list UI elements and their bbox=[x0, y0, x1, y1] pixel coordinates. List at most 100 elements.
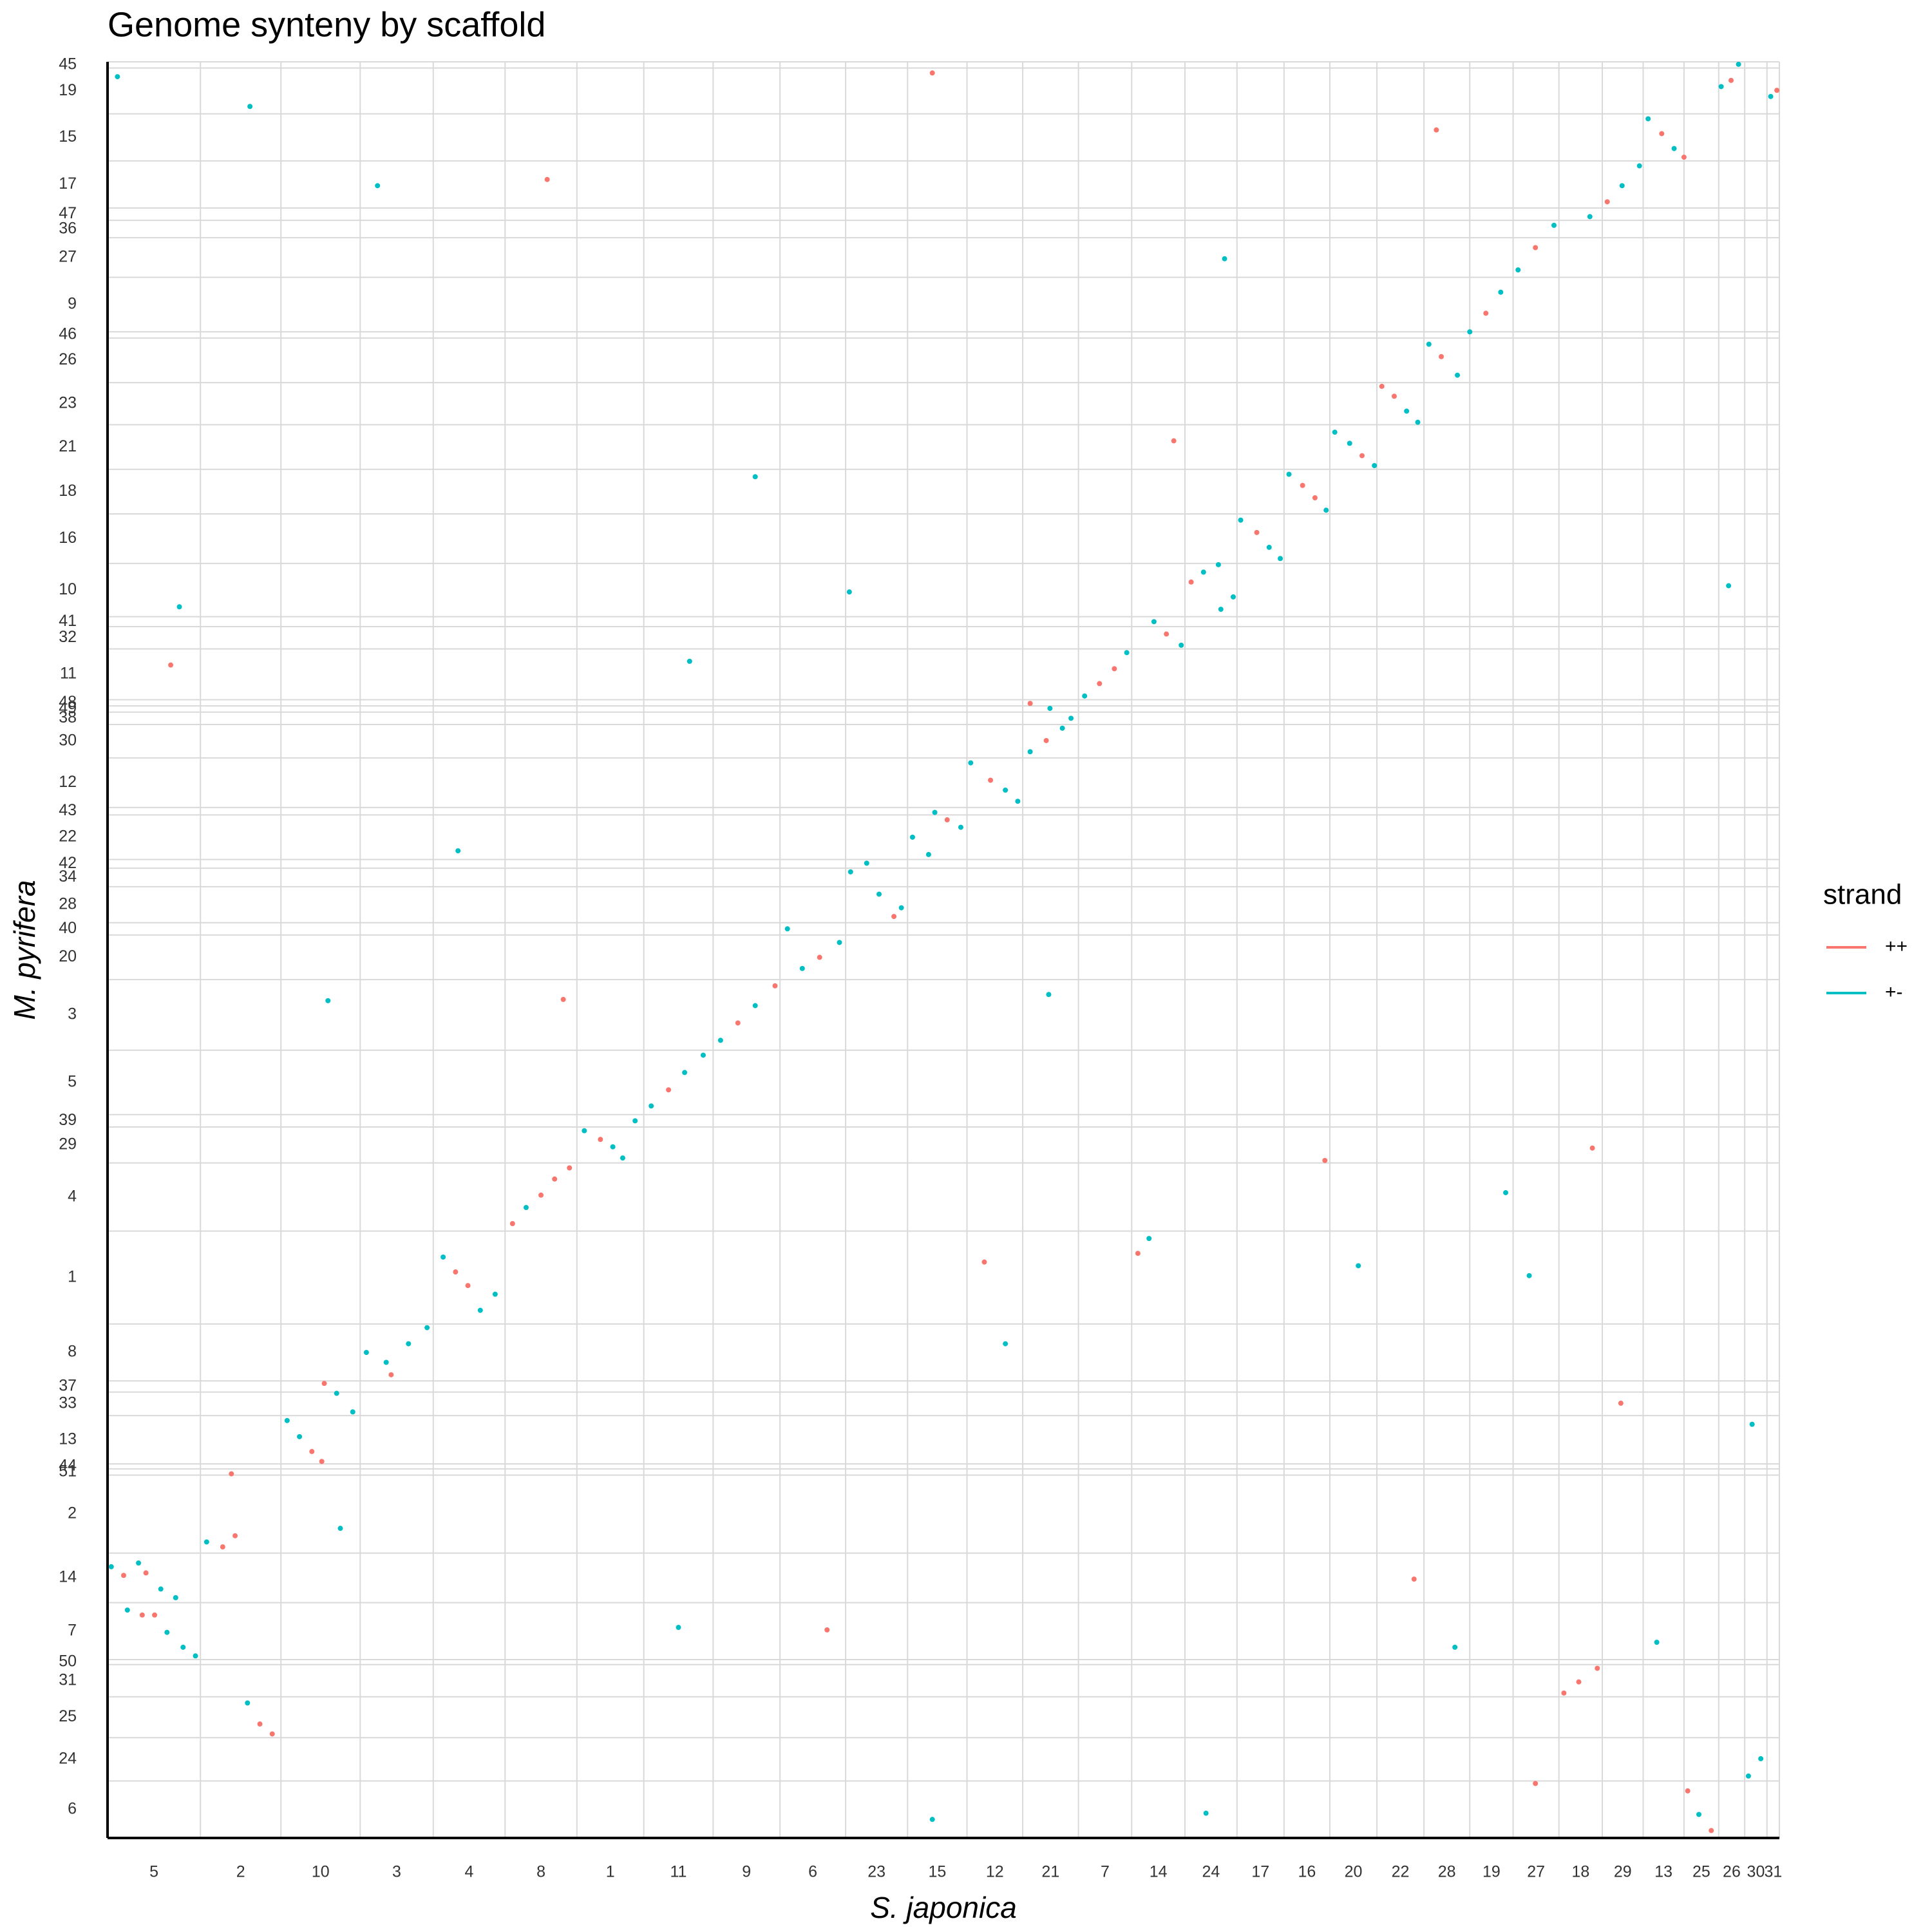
y-tick-label: 22 bbox=[59, 828, 77, 846]
point bbox=[1411, 1577, 1417, 1582]
y-tick-label: 30 bbox=[59, 732, 77, 750]
point bbox=[735, 1020, 741, 1026]
point bbox=[1097, 681, 1103, 687]
point bbox=[1467, 329, 1473, 335]
point bbox=[440, 1254, 446, 1260]
point bbox=[1151, 619, 1157, 625]
y-tick-label: 5 bbox=[68, 1072, 77, 1090]
y-tick-label: 27 bbox=[59, 247, 77, 265]
point bbox=[193, 1653, 198, 1659]
point bbox=[229, 1471, 234, 1477]
point bbox=[1356, 1263, 1361, 1269]
y-tick-label: 26 bbox=[59, 350, 77, 368]
point bbox=[682, 1070, 688, 1075]
y-tick-label: 44 bbox=[59, 1457, 77, 1475]
point bbox=[717, 1037, 723, 1043]
x-tick-label: 30 bbox=[1747, 1863, 1765, 1881]
y-tick-label: 14 bbox=[59, 1568, 77, 1586]
x-tick-label: 15 bbox=[928, 1863, 946, 1881]
point bbox=[968, 760, 974, 766]
x-tick-label: 17 bbox=[1251, 1863, 1269, 1881]
point bbox=[1200, 569, 1206, 575]
point bbox=[1332, 430, 1338, 435]
y-tick-label: 34 bbox=[59, 867, 77, 886]
point bbox=[1551, 222, 1557, 228]
point bbox=[1503, 1189, 1509, 1195]
point bbox=[136, 1560, 142, 1566]
y-tick-label: 20 bbox=[59, 947, 77, 965]
point bbox=[666, 1087, 672, 1093]
point bbox=[981, 1259, 987, 1265]
point bbox=[180, 1644, 186, 1650]
y-tick-label: 39 bbox=[59, 1111, 77, 1129]
point bbox=[1758, 1756, 1764, 1761]
point bbox=[1188, 579, 1194, 585]
point bbox=[1515, 267, 1521, 273]
point bbox=[1589, 1145, 1595, 1151]
y-tick-label: 10 bbox=[59, 580, 77, 598]
point bbox=[1404, 408, 1410, 414]
point bbox=[846, 589, 852, 595]
point bbox=[552, 1176, 558, 1182]
x-tick-label: 10 bbox=[312, 1863, 330, 1881]
point bbox=[321, 1381, 327, 1387]
point bbox=[232, 1533, 238, 1539]
point bbox=[1636, 163, 1642, 169]
point bbox=[1587, 214, 1593, 220]
point bbox=[1709, 1828, 1714, 1833]
point bbox=[143, 1570, 149, 1576]
point bbox=[1254, 529, 1260, 535]
y-tick-label: 19 bbox=[59, 81, 77, 99]
x-tick-label: 27 bbox=[1527, 1863, 1545, 1881]
point bbox=[220, 1544, 225, 1550]
point bbox=[1434, 127, 1439, 133]
y-tick-label: 49 bbox=[59, 699, 77, 717]
point bbox=[1768, 93, 1774, 99]
point bbox=[1736, 61, 1741, 67]
x-tick-label: 5 bbox=[149, 1863, 158, 1881]
point bbox=[477, 1307, 483, 1313]
point bbox=[598, 1137, 603, 1142]
point bbox=[1726, 583, 1732, 589]
point bbox=[1645, 116, 1651, 122]
point bbox=[752, 474, 758, 480]
y-tick-label: 3 bbox=[68, 1005, 77, 1023]
y-tick-label: 51 bbox=[59, 1462, 77, 1480]
y-tick-label: 12 bbox=[59, 773, 77, 791]
x-tick-label: 14 bbox=[1150, 1863, 1168, 1881]
y-tick-label: 40 bbox=[59, 919, 77, 937]
point bbox=[1391, 393, 1397, 399]
x-tick-label: 4 bbox=[465, 1863, 474, 1881]
point bbox=[168, 662, 174, 668]
point bbox=[837, 940, 842, 945]
x-tick-label: 26 bbox=[1723, 1863, 1741, 1881]
point bbox=[784, 926, 790, 932]
y-tick-label: 45 bbox=[59, 55, 77, 73]
point bbox=[1533, 245, 1539, 251]
y-tick-label: 29 bbox=[59, 1135, 77, 1153]
point bbox=[848, 869, 853, 875]
point bbox=[932, 810, 938, 815]
x-tick-label: 8 bbox=[536, 1863, 545, 1881]
point bbox=[284, 1417, 290, 1423]
point bbox=[1146, 1236, 1152, 1242]
point bbox=[1043, 737, 1049, 743]
y-tick-label: 41 bbox=[59, 612, 77, 630]
point bbox=[1047, 705, 1053, 711]
point bbox=[1323, 507, 1329, 513]
y-tick-label: 7 bbox=[68, 1621, 77, 1639]
x-axis-title: S. japonica bbox=[870, 1891, 1017, 1924]
point bbox=[929, 1817, 935, 1823]
point bbox=[1685, 1788, 1690, 1794]
y-tick-label: 13 bbox=[59, 1430, 77, 1448]
y-tick-label: 31 bbox=[59, 1671, 77, 1689]
y-tick-label: 28 bbox=[59, 895, 77, 913]
x-tick-label: 23 bbox=[867, 1863, 886, 1881]
point bbox=[1379, 383, 1385, 389]
point bbox=[929, 70, 935, 76]
point bbox=[560, 996, 566, 1002]
point bbox=[898, 905, 904, 911]
point bbox=[958, 824, 963, 830]
point bbox=[610, 1144, 616, 1150]
